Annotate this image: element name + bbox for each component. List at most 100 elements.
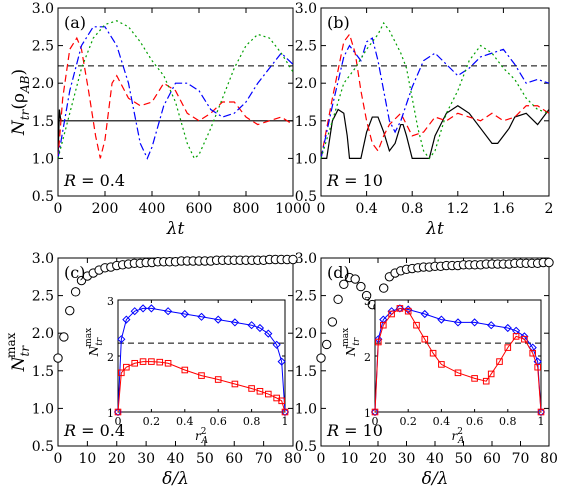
r-value: = 0.4 — [76, 421, 125, 440]
r-value-label: R = 0.4 — [63, 171, 125, 190]
x-tick-label: 2 — [545, 201, 554, 217]
inset-point-square — [487, 370, 495, 378]
x-tick-label: 0.2 — [143, 415, 161, 428]
inset-point-diamond — [117, 335, 126, 344]
x-tick-label: 800 — [233, 201, 260, 217]
x-tick-label: 1000 — [275, 201, 311, 217]
inset-point-diamond — [280, 407, 290, 417]
inset-y-axis-label: Ntrmax — [84, 328, 105, 357]
inset-x-axis-label: r2 A — [195, 427, 208, 446]
y-tick-label: 2 — [107, 351, 114, 364]
inset-point-square — [248, 385, 255, 392]
y-label-main: N — [9, 355, 29, 372]
inset-point-square — [537, 408, 545, 416]
inset-point-diamond — [470, 318, 479, 327]
inset-point-square — [123, 363, 130, 371]
x-tick-label: 0.2 — [399, 415, 417, 428]
inset-point-diamond — [528, 343, 537, 352]
inset-point-diamond — [113, 407, 123, 417]
inset-point-square — [388, 310, 395, 318]
r-symbol: R — [326, 421, 339, 440]
inset-point-square — [164, 359, 172, 367]
y-tick-label: 3.0 — [32, 1, 54, 17]
data-point — [544, 257, 554, 268]
r-symbol: R — [63, 171, 76, 190]
x-tick-label: 0.8 — [499, 415, 517, 428]
inset-point-diamond — [180, 309, 189, 319]
axes-frame-a — [57, 7, 294, 197]
inset-point-square — [380, 321, 387, 329]
x-axis-label: δ/λ — [422, 469, 449, 489]
inset-point-square — [482, 377, 490, 385]
inset-point-diamond — [230, 318, 240, 327]
x-tick-label: 10 — [78, 451, 96, 467]
series-line-dashdot — [320, 37, 550, 159]
inset-point-square — [429, 349, 437, 357]
panel-tag: (c) — [64, 263, 85, 282]
inset-point-square — [231, 380, 239, 388]
inset-point-diamond — [487, 321, 496, 330]
x-tick-label: 80 — [540, 451, 558, 467]
inset-x-axis-label: r2 A — [452, 427, 465, 446]
y-label-close: ) — [9, 69, 29, 76]
inset-y-label-sub: tr — [95, 337, 105, 346]
x-tick-label: 0.4 — [176, 415, 194, 428]
inset-background — [375, 300, 541, 412]
y-tick-label: 3.0 — [295, 251, 317, 267]
data-point — [53, 353, 63, 363]
y-axis-label: Ntrmax — [4, 332, 32, 372]
x-tick-label: 1.2 — [447, 201, 469, 217]
data-point — [59, 332, 69, 342]
inset-point-square — [214, 376, 222, 383]
x-tick-label: 0.6 — [209, 415, 227, 428]
series-line-dotted — [320, 21, 550, 160]
data-point — [333, 294, 343, 305]
data-point — [327, 317, 338, 327]
x-tick-label: 1.6 — [492, 201, 514, 217]
inset-point-diamond — [214, 315, 223, 324]
inset-x-label-sup: 2 — [201, 427, 207, 437]
y-tick-label: 2 — [364, 351, 371, 364]
inset-x-label-sub: A — [457, 436, 465, 446]
r-value: = 10 — [339, 171, 383, 190]
x-axis-label: λt — [166, 219, 185, 239]
inset-point-square — [114, 408, 122, 416]
y-tick-label: 2.5 — [295, 289, 317, 305]
x-tick-label: 0 — [317, 201, 326, 217]
inset-point-square — [156, 358, 164, 366]
r-value-label: R = 10 — [326, 171, 383, 190]
inset-y-label-sup: max — [84, 328, 94, 347]
inset-y-axis-label: Ntrmax — [341, 328, 362, 357]
y-tick-label: 3.0 — [32, 251, 54, 267]
inset-point-diamond — [197, 312, 206, 321]
y-tick-label: 1.0 — [295, 151, 317, 167]
x-tick-label: 0 — [54, 451, 63, 467]
inset-y-label-sub: tr — [352, 337, 362, 346]
series-line-dashdot — [57, 26, 294, 160]
x-tick-label: 0.8 — [401, 201, 423, 217]
x-tick-label: 0 — [317, 451, 326, 467]
r-value-label: R = 0.4 — [63, 421, 125, 440]
inset-point-square — [371, 408, 379, 416]
x-tick-label: 60 — [225, 451, 243, 467]
y-label-sup: max — [4, 332, 18, 358]
inset-x-label-sub: A — [200, 436, 208, 446]
panel-d: 0 10 20 30 40 50 60 70 80 0.5 1.0 1.5 2.0 2.5 3.0 0 0.2 0… — [295, 251, 558, 489]
y-tick-label: 2.5 — [32, 39, 54, 55]
x-tick-label: 600 — [186, 201, 213, 217]
inset-x-label-main: r — [195, 429, 202, 443]
inset-point-square — [118, 369, 125, 377]
y-tick-label: 1.5 — [32, 364, 54, 380]
inset-point-diamond — [511, 326, 521, 335]
inset-point-diamond — [453, 318, 463, 327]
inset-series-line-diamond — [117, 307, 286, 413]
x-tick-label: 20 — [108, 451, 126, 467]
series-line-dotted — [57, 20, 294, 160]
inset-point-square — [148, 358, 155, 365]
x-tick-label: 40 — [167, 451, 185, 467]
y-tick-label: 2.0 — [295, 76, 317, 92]
y-tick-label: 0.5 — [32, 189, 54, 205]
x-tick-label: 0 — [54, 201, 63, 217]
x-tick-label: 0 — [115, 415, 122, 428]
inset-point-diamond — [163, 307, 173, 316]
